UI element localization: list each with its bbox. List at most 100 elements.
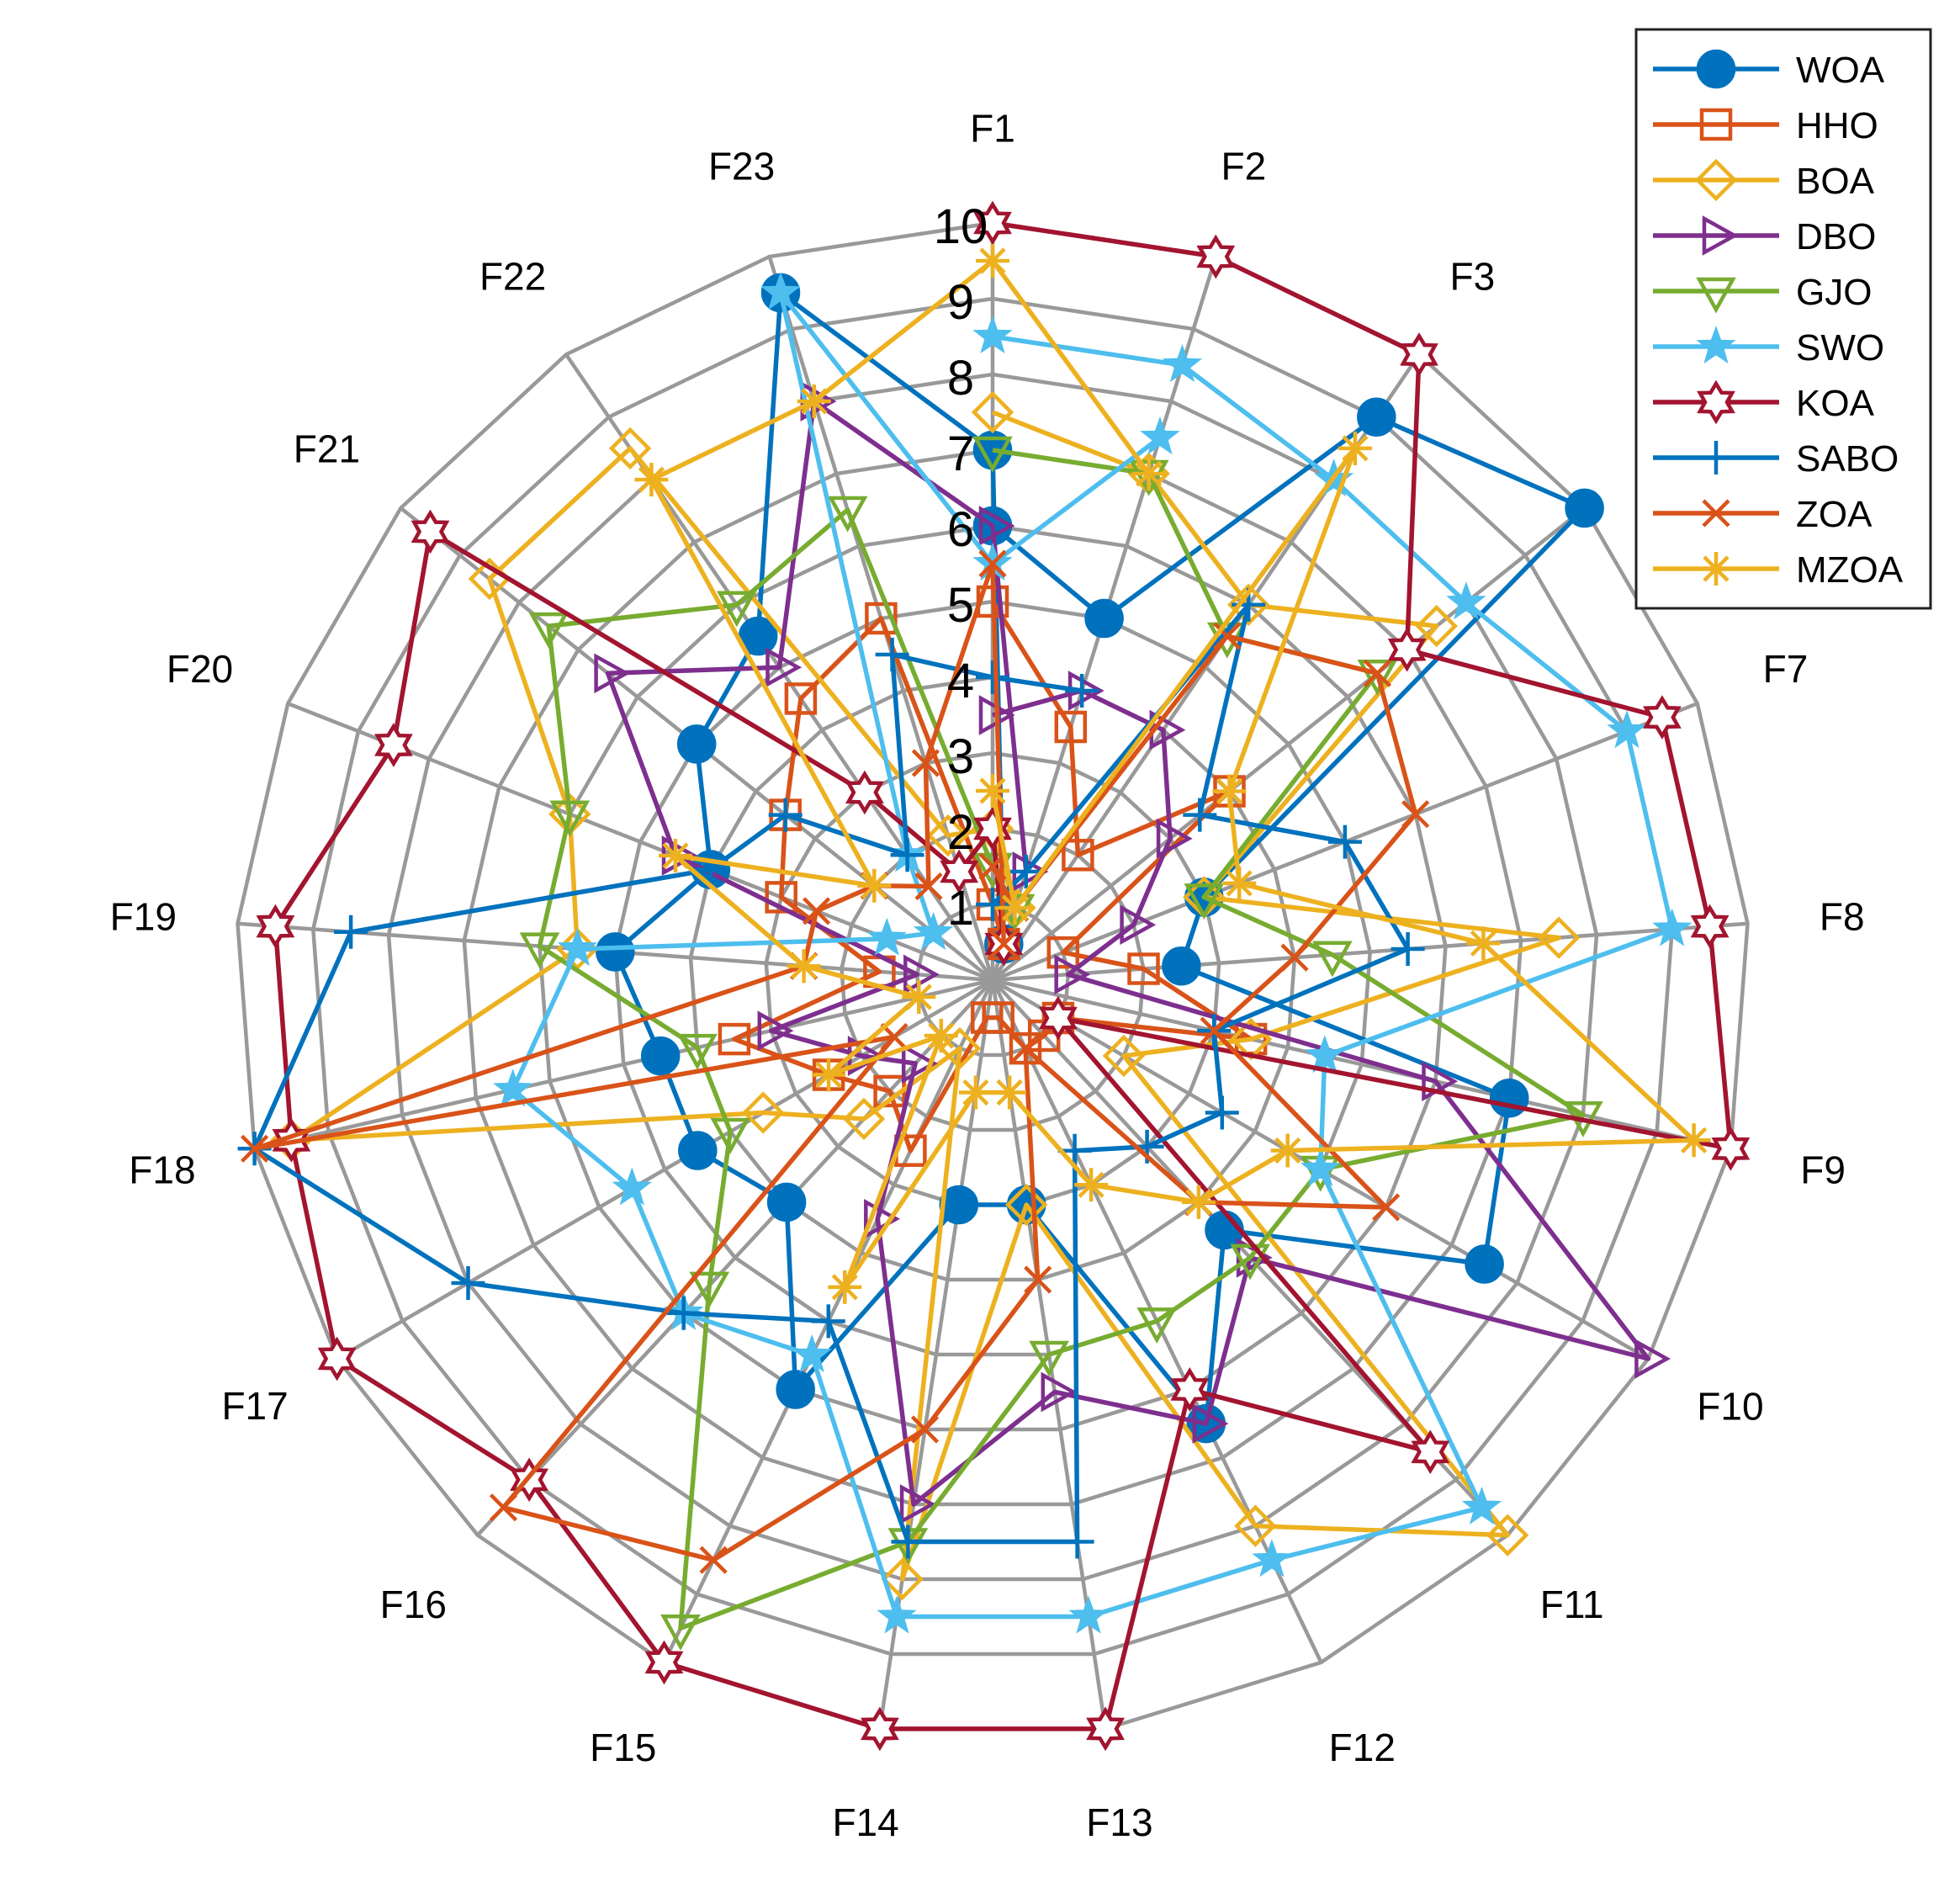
data-point: [765, 647, 803, 688]
radial-tick-label: 8: [947, 351, 974, 406]
data-point: [317, 1336, 357, 1381]
data-point: [1466, 926, 1501, 961]
axis-label: F12: [1329, 1726, 1396, 1769]
data-point: [411, 509, 450, 554]
data-point: [1694, 158, 1738, 202]
radial-tick-labels: 1 2 3 4 5 6 7 8 9 10: [934, 199, 988, 936]
data-point: [557, 928, 598, 967]
data-point: [1192, 1403, 1229, 1444]
data-point: [1338, 431, 1372, 465]
data-point: [1230, 1243, 1270, 1281]
data-point: [678, 1131, 718, 1170]
series-sabo: [237, 587, 1425, 1559]
data-point: [1446, 581, 1486, 620]
legend-label: SABO: [1796, 438, 1899, 480]
data-point: [1357, 660, 1398, 696]
data-point: [880, 1022, 908, 1052]
data-point: [812, 1058, 846, 1092]
radial-tick-label: 4: [947, 654, 974, 708]
data-point: [765, 881, 797, 914]
axis-label: F18: [129, 1148, 195, 1191]
data-point: [1227, 583, 1270, 626]
data-point: [1136, 1307, 1178, 1344]
grid-ring: [613, 599, 1372, 1357]
radial-tick-label: 5: [947, 578, 974, 633]
series-woa: [596, 273, 1604, 1444]
data-point: [519, 932, 560, 969]
data-point: [1387, 627, 1427, 672]
data-point: [976, 244, 1009, 278]
data-point: [1222, 866, 1257, 900]
data-point: [1009, 855, 1043, 888]
legend-entry: KOA: [1653, 379, 1875, 425]
data-point: [334, 915, 368, 949]
data-point: [1697, 379, 1735, 425]
data-point: [1300, 1148, 1341, 1187]
data-point: [902, 980, 936, 1014]
data-point: [976, 660, 1009, 694]
data-point: [1415, 604, 1458, 648]
data-point: [1702, 215, 1739, 256]
data-point: [865, 602, 898, 635]
data-point: [1156, 818, 1193, 859]
axis-label: F23: [708, 145, 775, 188]
legend-label: WOA: [1796, 50, 1885, 91]
data-point: [1120, 904, 1157, 946]
data-point: [1213, 622, 1242, 650]
radial-tick-label: 3: [947, 729, 974, 784]
data-point: [910, 1415, 940, 1444]
data-point: [1372, 1193, 1401, 1222]
data-point: [901, 1043, 938, 1084]
legend-entry: HHO: [1653, 105, 1878, 146]
data-point: [1200, 1016, 1228, 1045]
data-point: [374, 723, 413, 767]
grid-spoke: [992, 921, 1748, 983]
data-point: [1212, 774, 1247, 809]
data-point: [528, 612, 569, 649]
data-point: [760, 272, 801, 310]
axis-label: F9: [1800, 1148, 1846, 1191]
legend-entry: GJO: [1653, 272, 1872, 314]
grid-spoke: [476, 978, 994, 1537]
data-point: [1690, 904, 1730, 949]
data-point: [634, 463, 669, 497]
data-point: [660, 1615, 701, 1651]
data-point: [256, 904, 295, 949]
series-zoa: [241, 549, 1430, 1574]
legend-label: MZOA: [1796, 549, 1904, 591]
data-point: [1699, 108, 1733, 141]
data-point: [1162, 344, 1203, 383]
data-point: [1411, 1429, 1450, 1475]
legend-label: KOA: [1796, 383, 1875, 424]
series-line: [732, 600, 1253, 1153]
legend-entry: DBO: [1653, 215, 1876, 257]
axis-label: F3: [1450, 254, 1496, 298]
legend-label: GJO: [1796, 272, 1872, 313]
legend-label: BOA: [1796, 161, 1875, 202]
axis-label: F16: [380, 1583, 447, 1626]
series-swo: [493, 272, 1692, 1634]
data-point: [1011, 1034, 1040, 1063]
data-point: [699, 1546, 728, 1574]
data-point: [689, 1271, 730, 1308]
legend-entry: ZOA: [1653, 494, 1873, 535]
data-point: [1183, 798, 1217, 832]
data-point: [797, 384, 831, 418]
radial-tick-label: 1: [947, 881, 974, 936]
data-point: [1184, 883, 1225, 920]
data-point: [1702, 499, 1730, 528]
data-point: [803, 897, 831, 925]
data-point: [787, 949, 821, 984]
grid-spoke: [991, 506, 1587, 982]
data-point: [1401, 800, 1430, 829]
data-point: [1696, 277, 1736, 314]
data-point: [989, 930, 1018, 958]
data-point: [913, 911, 954, 951]
data-point: [1181, 1185, 1216, 1219]
data-point: [1065, 674, 1099, 708]
legend-label: DBO: [1796, 216, 1876, 257]
data-point: [864, 1198, 900, 1239]
data-point: [608, 427, 652, 470]
data-point: [1634, 1339, 1671, 1379]
axis-label: F14: [832, 1800, 898, 1844]
